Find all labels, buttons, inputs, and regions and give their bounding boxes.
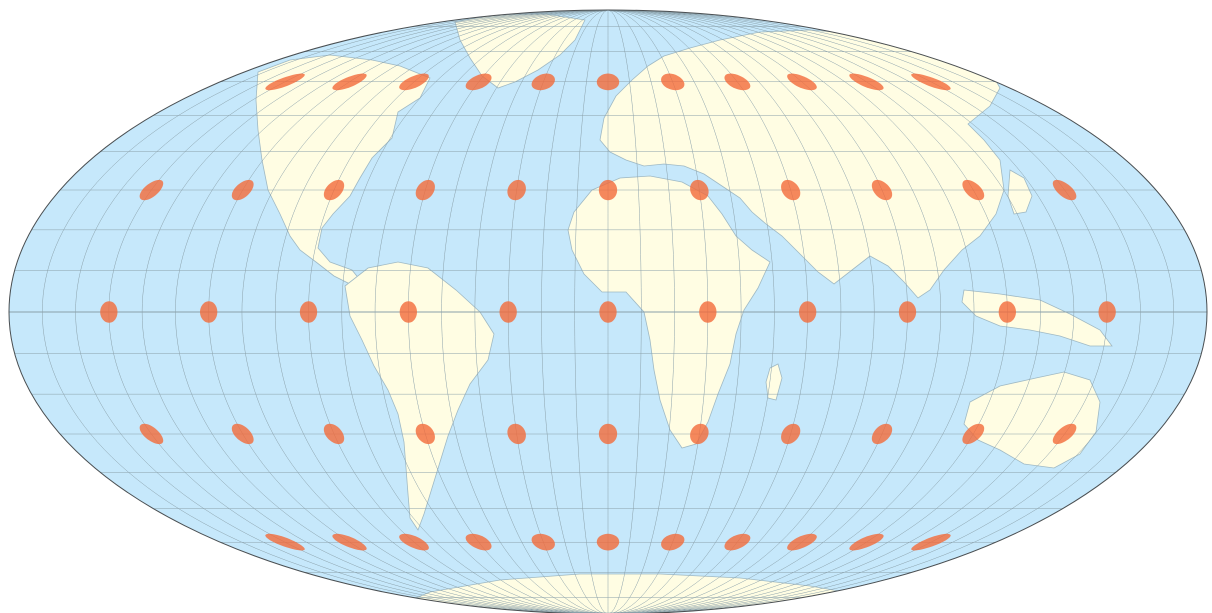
tissot-indicatrix (200, 301, 218, 323)
tissot-indicatrix (724, 533, 751, 551)
tissot-indicatrix (465, 73, 492, 91)
tissot-indicatrix (1052, 423, 1077, 445)
tissot-indicatrix (531, 533, 555, 551)
madagascar (765, 363, 783, 401)
tissot-indicatrix (799, 301, 817, 323)
tissot-indicatrix (661, 533, 685, 551)
tissot-indicatrix (399, 301, 417, 323)
tissot-indicatrix (415, 423, 435, 445)
map-outline (8, 9, 1208, 613)
tissot-indicatrix (265, 73, 305, 91)
tissot-indicatrix (724, 73, 751, 91)
tissot-indicatrix (265, 533, 305, 551)
tissot-indicatrix (596, 533, 620, 551)
tissot-indicatrix (139, 179, 164, 201)
tissot-indicatrix (690, 179, 709, 201)
tissot-indicatrix (323, 179, 345, 201)
tissot-indicatrix (962, 179, 985, 201)
tissot-indicatrix (849, 73, 884, 91)
tissot-indicatrix (787, 73, 817, 91)
tissot-indicatrix (787, 533, 817, 551)
tissot-indicatrix (599, 301, 617, 323)
tissot-indicatrix (781, 179, 801, 201)
japan (1007, 169, 1033, 215)
tissot-indicatrix (871, 179, 893, 201)
tissot-indicatrix (100, 301, 118, 323)
tissot-indicatrix (1052, 179, 1077, 201)
south-america (344, 261, 495, 531)
tissot-indicatrix (332, 533, 367, 551)
tissot-indicatrix (507, 179, 526, 201)
tissot-indicatrix (139, 423, 164, 445)
north-america (255, 54, 431, 285)
tissot-indicatrix (998, 301, 1016, 323)
tissot-indicatrix (598, 423, 618, 445)
tissot-indicatrix (911, 73, 951, 91)
tissot-indicatrix (1098, 301, 1116, 323)
tissot-indicatrix (465, 533, 492, 551)
tissot-indicatrix (399, 73, 429, 91)
tissot-indicatrix (499, 301, 517, 323)
tissot-indicatrix (231, 179, 254, 201)
tissot-indicatrix (871, 423, 893, 445)
tissot-indicatrix (911, 533, 951, 551)
tissot-indicatrix (399, 533, 429, 551)
tissot-indicatrix (962, 423, 985, 445)
tissot-indicatrix (299, 301, 318, 323)
tissot-indicatrix (596, 73, 620, 91)
tissot-indicatrix (598, 179, 618, 201)
tissot-indicatrix (531, 73, 555, 91)
tissot-indicatrix (231, 423, 254, 445)
tissot-indicatrix-layer (100, 73, 1116, 551)
tissot-indicatrix (690, 423, 709, 445)
tissot-indicatrix (507, 423, 526, 445)
tissot-indicatrix (699, 301, 717, 323)
tissot-indicatrix (332, 73, 367, 91)
tissot-indicatrix (781, 423, 801, 445)
tissot-indicatrix (661, 73, 685, 91)
tissot-indicatrix (849, 533, 884, 551)
tissot-indicatrix (898, 301, 917, 323)
tissot-indicatrix (415, 179, 435, 201)
tissot-indicatrix (323, 423, 345, 445)
